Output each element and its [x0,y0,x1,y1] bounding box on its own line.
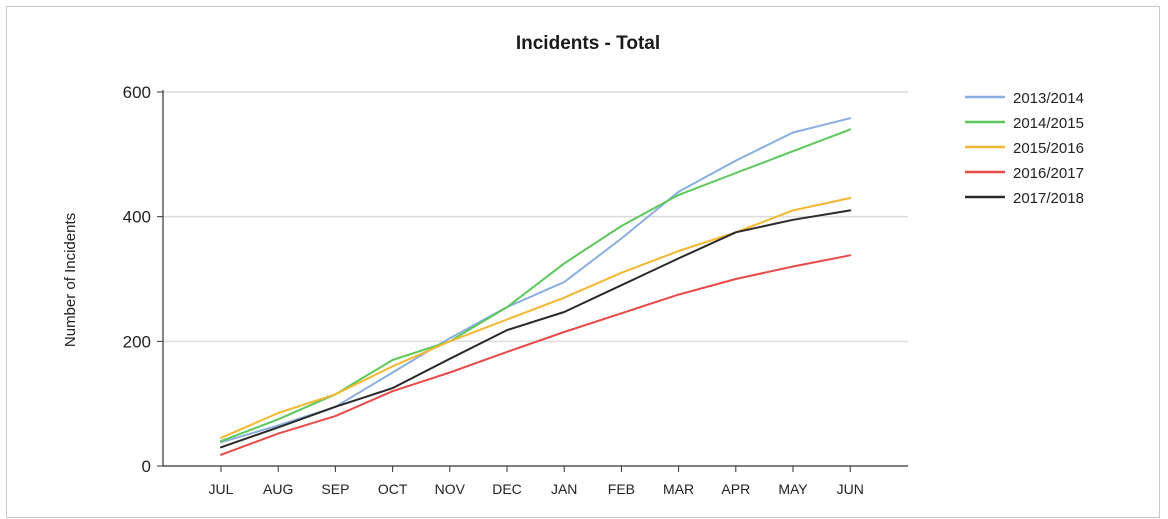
legend-label: 2013/2014 [1013,90,1084,107]
x-tick-label: DEC [492,481,522,497]
legend-label: 2014/2015 [1013,115,1084,132]
x-tick-label: SEP [321,481,349,497]
legend-item: 2014/2015 [965,115,1084,132]
y-tick-label: 200 [123,332,151,351]
y-tick-label: 0 [142,457,151,476]
x-tick-label: AUG [263,481,293,497]
x-tick-label: OCT [378,481,408,497]
legend-label: 2017/2018 [1013,190,1084,207]
series-line-2015-2016 [220,197,852,439]
axes [162,90,908,467]
x-tick-label: APR [721,481,750,497]
y-axis-ticks: 0 200 400 600 [123,83,163,476]
legend-item: 2017/2018 [965,190,1084,207]
x-tick-label: JUL [209,481,234,497]
chart-title: Incidents - Total [516,33,660,54]
x-tick-label: NOV [435,481,466,497]
legend-label: 2016/2017 [1013,165,1084,182]
x-tick-label: MAR [663,481,694,497]
legend-label: 2015/2016 [1013,140,1084,157]
legend: 2013/2014 2014/2015 2015/2016 2016/2017 2017… [965,90,1084,207]
x-tick-label: JAN [551,481,577,497]
legend-item: 2016/2017 [965,165,1084,182]
y-axis-label: Number of Incidents [62,213,79,347]
series-line-2017-2018 [220,209,852,449]
x-tick-label: JUN [837,481,864,497]
series-lines [220,117,852,456]
x-tick-label: MAY [778,481,808,497]
gridlines [163,91,908,343]
legend-item: 2013/2014 [965,90,1084,107]
x-tick-label: FEB [608,481,635,497]
y-tick-label: 600 [123,83,151,102]
series-line-2013-2014 [220,117,852,444]
legend-item: 2015/2016 [965,140,1084,157]
x-axis-ticks: JUL AUG SEP OCT NOV DEC JAN FEB MAR APR MAY JUN [209,466,864,497]
series-line-2016-2017 [220,254,852,456]
y-tick-label: 400 [123,208,151,227]
series-line-2014-2015 [220,128,852,443]
